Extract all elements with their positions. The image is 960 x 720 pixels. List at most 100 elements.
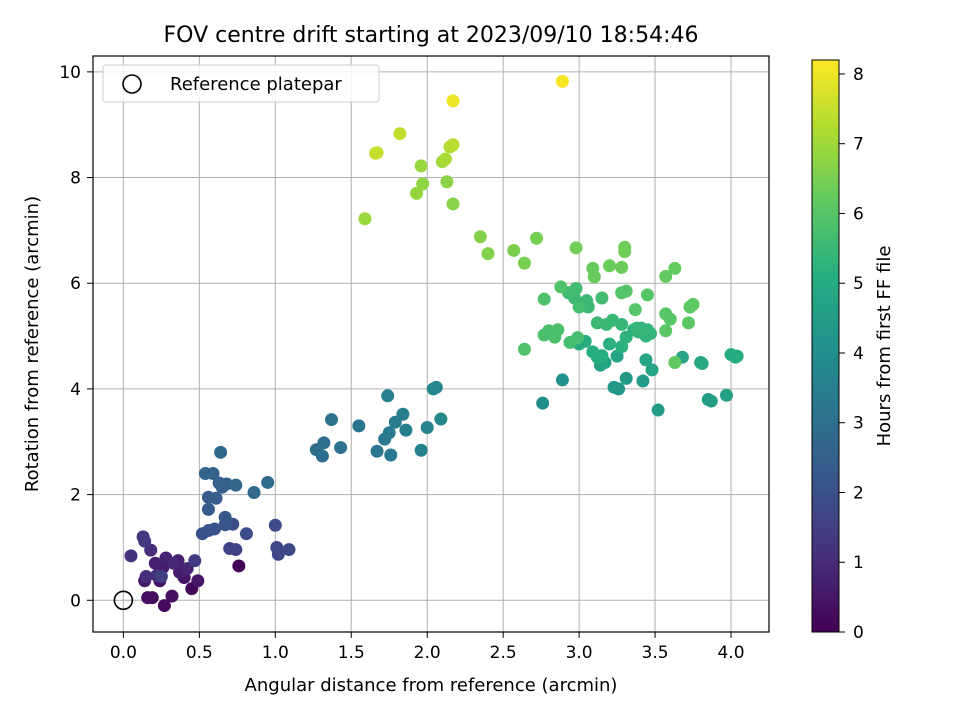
data-point <box>645 363 659 377</box>
data-point <box>555 373 569 387</box>
data-point <box>569 282 583 296</box>
data-point <box>572 300 586 314</box>
data-point <box>438 152 452 166</box>
data-point <box>440 175 454 189</box>
plot-frame <box>92 55 770 633</box>
data-point <box>148 556 162 570</box>
colorbar-tick-label: 1 <box>853 553 864 573</box>
data-point <box>663 312 677 326</box>
y-axis-ticks: 0 2 4 6 8 10 <box>59 63 93 611</box>
data-point <box>208 522 222 536</box>
x-tick-label: 4.0 <box>717 643 744 663</box>
data-point <box>668 261 682 275</box>
data-point <box>595 291 609 305</box>
chart-title: FOV centre drift starting at 2023/09/10 … <box>164 23 699 48</box>
data-point <box>209 491 223 505</box>
x-tick-label: 3.0 <box>566 643 593 663</box>
data-point <box>446 197 460 211</box>
data-point <box>382 426 396 440</box>
data-point <box>587 270 601 284</box>
data-point <box>247 485 261 499</box>
data-point <box>384 448 398 462</box>
data-point <box>704 394 718 408</box>
data-point <box>473 230 487 244</box>
x-tick-label: 1.0 <box>262 643 289 663</box>
data-point <box>139 570 153 584</box>
legend-entry: Reference platepar <box>170 74 342 95</box>
data-point <box>446 138 460 152</box>
data-point <box>399 423 413 437</box>
data-point <box>481 247 495 261</box>
data-point <box>393 127 407 141</box>
data-point <box>315 449 329 463</box>
data-point <box>229 478 243 492</box>
data-point <box>138 534 152 548</box>
data-point <box>659 324 673 338</box>
colorbar-tick-label: 2 <box>853 483 864 503</box>
data-point <box>201 502 215 516</box>
data-point <box>686 297 700 311</box>
y-axis-label: Rotation from reference (arcmin) <box>22 196 43 492</box>
y-tick-label: 6 <box>70 274 81 294</box>
data-point <box>214 445 228 459</box>
data-point <box>640 323 654 337</box>
data-point <box>719 388 733 402</box>
colorbar-tick-label: 5 <box>853 274 864 294</box>
data-point <box>396 407 410 421</box>
data-point <box>602 337 616 351</box>
colorbar-gradient <box>811 59 840 633</box>
x-tick-label: 2.5 <box>490 643 517 663</box>
x-axis-label: Angular distance from reference (arcmin) <box>245 675 618 696</box>
data-point <box>410 186 424 200</box>
data-point <box>590 316 604 330</box>
y-tick-label: 8 <box>70 169 81 189</box>
data-point <box>324 413 338 427</box>
data-point <box>414 159 428 173</box>
data-point <box>154 570 168 584</box>
data-point <box>352 419 366 433</box>
data-point <box>636 374 650 388</box>
colorbar-tick-label: 3 <box>853 414 864 434</box>
data-point <box>551 323 565 337</box>
x-tick-label: 0.5 <box>186 643 213 663</box>
data-point <box>218 510 232 524</box>
data-point <box>124 549 138 563</box>
legend-marker-icon <box>122 74 142 94</box>
data-point <box>639 353 653 367</box>
data-point <box>188 554 202 568</box>
data-point <box>595 349 609 363</box>
data-point <box>198 466 212 480</box>
data-point <box>167 556 181 570</box>
colorbar-tick-label: 6 <box>853 204 864 224</box>
data-point <box>191 574 205 588</box>
legend-box <box>102 64 380 103</box>
data-point <box>630 321 644 335</box>
data-point <box>602 259 616 273</box>
data-point <box>270 540 284 554</box>
data-point <box>370 444 384 458</box>
colorbar-tick-label: 0 <box>853 623 864 643</box>
data-point <box>618 245 632 259</box>
data-point <box>668 355 682 369</box>
data-point <box>659 269 673 283</box>
data-point <box>517 342 531 356</box>
data-point <box>729 350 743 364</box>
data-point <box>416 177 430 191</box>
data-point <box>681 316 695 330</box>
data-point <box>536 396 550 410</box>
data-point <box>615 260 629 274</box>
data-point <box>381 389 395 403</box>
data-point <box>554 280 568 294</box>
data-point <box>141 591 155 605</box>
data-point <box>619 371 633 385</box>
data-point <box>555 74 569 88</box>
plot-background <box>93 56 769 632</box>
colorbar: 0 1 2 3 4 5 6 7 8 Hours from first FF file <box>811 59 895 643</box>
colorbar-tick-label: 4 <box>853 344 864 364</box>
colorbar-tick-label: 8 <box>853 65 864 85</box>
y-tick-label: 4 <box>70 380 81 400</box>
data-point <box>640 288 654 302</box>
data-point <box>517 256 531 270</box>
data-point <box>571 331 585 345</box>
data-point <box>414 443 428 457</box>
